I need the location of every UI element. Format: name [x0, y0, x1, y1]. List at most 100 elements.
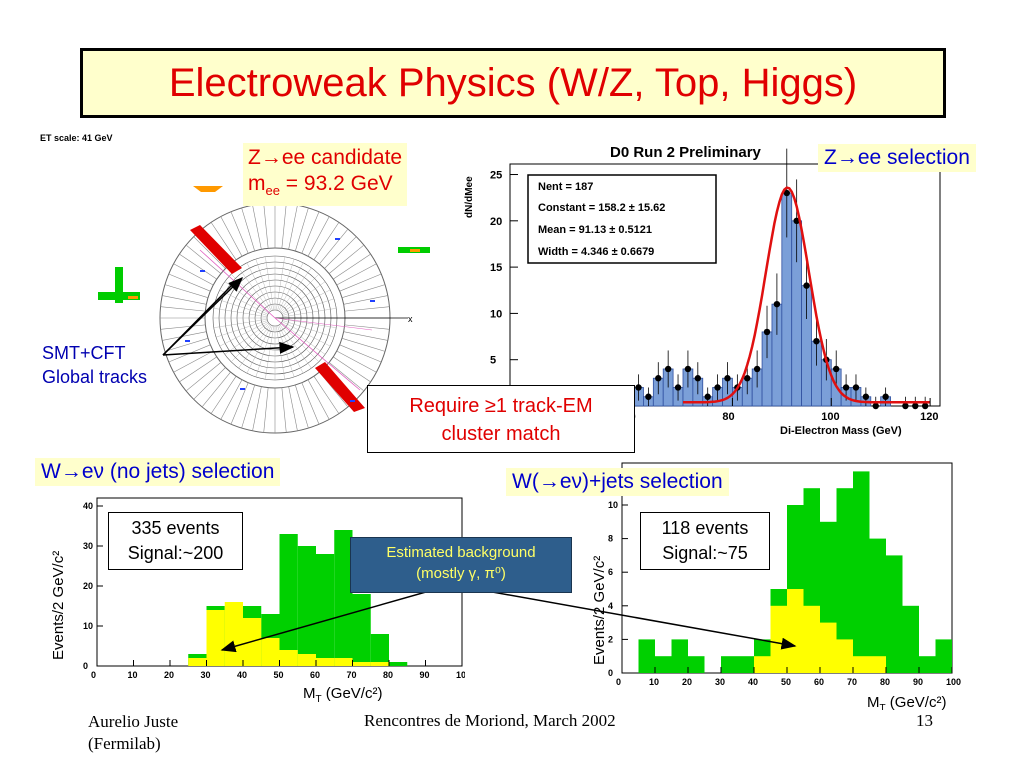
green-marker-2	[115, 267, 123, 303]
x-tick-label: 50	[274, 670, 284, 680]
data-point	[921, 402, 929, 410]
tracker-spoke	[215, 320, 268, 338]
x-axis-title: Di-Electron Mass (GeV)	[780, 425, 902, 437]
calorimeter-tower-line	[173, 350, 214, 373]
calorimeter-tower-line	[307, 216, 330, 257]
data-point	[783, 189, 790, 197]
green-bar	[638, 639, 655, 673]
x-tick-label: 80	[383, 670, 393, 680]
yellow-bar	[853, 656, 870, 673]
green-bar	[919, 656, 936, 673]
calorimeter-tower-line	[173, 263, 214, 286]
background-note-box: Estimated background (mostly γ, π⁰)	[350, 537, 572, 593]
tracker-spoke	[265, 256, 274, 311]
zee-selection-tag: Z→ee selection	[818, 144, 976, 172]
y-tick-label: 15	[490, 262, 502, 274]
calorimeter-tower-line	[230, 382, 249, 425]
yellow-bar	[869, 656, 886, 673]
y-tick-label: 0	[83, 661, 88, 671]
y-tick-label: 2	[608, 634, 613, 644]
data-point	[902, 402, 909, 410]
calorimeter-tower-line	[319, 228, 349, 265]
tracker-spoke	[282, 321, 331, 347]
calorimeter-tower-line	[230, 211, 249, 254]
x-tick-label: 70	[847, 677, 857, 687]
yellow-bar	[206, 610, 225, 666]
calorimeter-tower-line	[162, 295, 207, 305]
tracker-spoke	[282, 298, 335, 316]
tracker-spoke	[281, 281, 326, 314]
track-2	[274, 317, 361, 391]
calorimeter-tower-line	[263, 203, 269, 249]
tracker-spoke	[281, 322, 326, 355]
calorimeter-tower-line	[336, 263, 377, 286]
calorimeter-tower-line	[324, 236, 357, 269]
hit-marker	[200, 270, 205, 272]
chart-title: D0 Run 2 Preliminary	[610, 144, 762, 161]
calorimeter-tower-line	[336, 350, 377, 373]
x-tick-label: 60	[310, 670, 320, 680]
calorimeter-tower-line	[333, 356, 371, 383]
hit-marker	[370, 300, 375, 302]
x-tick-label: 90	[913, 677, 923, 687]
green-bar	[869, 538, 886, 673]
data-point	[724, 375, 731, 382]
w-jets-tag: W(→eν)+jets selection	[506, 468, 729, 496]
x-tick-label: 50	[781, 677, 791, 687]
green-bar	[671, 639, 688, 673]
green-bar	[902, 605, 919, 673]
x-tick-label: 0	[616, 677, 621, 687]
calorimeter-tower-line	[162, 331, 207, 341]
green-bar	[370, 634, 389, 666]
footer-conference: Rencontres de Moriond, March 2002	[364, 711, 616, 730]
x-tick-label: 90	[420, 670, 430, 680]
y-tick-label: 5	[490, 355, 496, 367]
x-tick-label: 120	[920, 411, 938, 423]
yellow-bar	[352, 662, 371, 666]
y-tick-label: 4	[608, 601, 613, 611]
yellow-bar	[787, 589, 804, 673]
x-tick-label: 10	[649, 677, 659, 687]
green-bar	[316, 554, 335, 666]
calorimeter-tower-line	[339, 273, 382, 292]
tracker-spoke	[279, 324, 312, 369]
calorimeter-tower-line	[339, 344, 382, 363]
y-tick-label: 6	[608, 567, 613, 577]
calorimeter-tower-line	[288, 386, 298, 431]
calorimeter-tower-line	[164, 284, 209, 298]
data-point	[862, 393, 870, 400]
calorimeter-tower-line	[313, 222, 340, 260]
x-axis-title: MT (GeV/c²)	[867, 694, 946, 710]
et-scale-label: ET scale: 41 GeV	[40, 133, 113, 143]
calorimeter-tower-line	[168, 273, 211, 292]
calorimeter-tower-line	[328, 362, 365, 392]
footer-author: Aurelio Juste (Fermilab)	[88, 712, 179, 753]
orange-marker-1	[193, 186, 223, 192]
y-tick-label: 40	[83, 501, 93, 511]
tracker-spoke	[224, 281, 269, 314]
x-tick-label: 100	[821, 411, 839, 423]
page-number: 13	[916, 711, 933, 730]
tracker-spoke	[224, 322, 269, 355]
y-axis-title: Events/2 GeV/c²	[591, 556, 608, 665]
hit-marker	[350, 400, 355, 402]
yellow-bar	[334, 658, 353, 666]
stats-width: Width = 4.346 ± 0.6679	[538, 246, 654, 258]
tracker-spoke	[255, 258, 273, 311]
green-bar	[886, 555, 903, 673]
data-point	[872, 402, 879, 410]
calorimeter-tower-line	[301, 382, 320, 425]
em-cluster-2	[315, 362, 365, 412]
x-tick-label: 80	[722, 411, 734, 423]
tracker-spoke	[282, 289, 331, 315]
tracks-label: SMT+CFT Global tracks	[42, 343, 148, 387]
calorimeter-tower-line	[295, 207, 309, 252]
calorimeter-tower-line	[193, 367, 226, 400]
yellow-bar	[803, 605, 820, 673]
yellow-bar	[370, 662, 389, 666]
tracker-spoke	[280, 323, 319, 362]
x-tick-label: 60	[814, 677, 824, 687]
tracker-spoke	[282, 319, 337, 328]
green-bar	[737, 656, 754, 673]
w-jets-count-box: 118 events Signal:~75	[640, 512, 770, 570]
